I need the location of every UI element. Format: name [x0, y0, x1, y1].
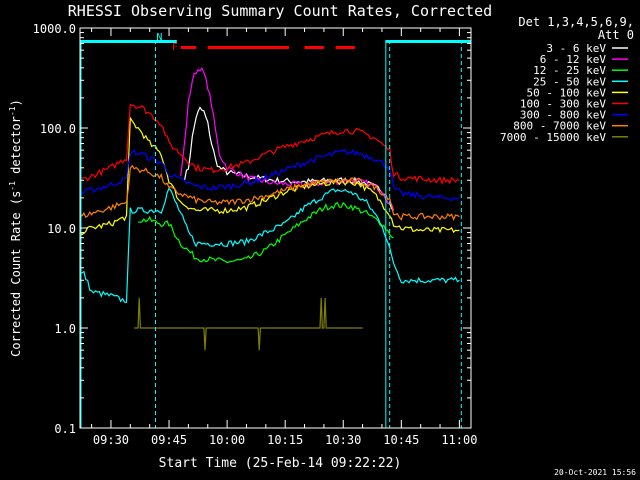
y-tick-label-4: 0.1: [54, 422, 76, 436]
series-line-7000-15000-kev: [134, 297, 363, 351]
plot-timestamp: 20-Oct-2021 15:56: [554, 468, 636, 477]
series-line-6-12-kev: [180, 67, 395, 211]
legend-header-detectors: Det 1,3,4,5,6,9,: [518, 15, 634, 29]
y-axis-label-end: ): [9, 99, 23, 106]
flags-layer: FN: [80, 32, 471, 428]
legend-label-7000-15000-kev: 7000 - 15000 keV: [500, 131, 606, 144]
legend-label-3-6-kev: 3 - 6 keV: [546, 42, 606, 55]
y-axis-label-mid: detector: [9, 116, 23, 181]
legend-label-25-50-kev: 25 - 50 keV: [533, 75, 606, 88]
y-axis-label-sup: -1: [8, 181, 17, 191]
series-line-100-300-kev: [79, 103, 460, 185]
series-layer: [79, 67, 460, 351]
legend-header-attenuator: Att 0: [598, 28, 634, 42]
night-bar-0: [80, 40, 177, 43]
x-tick-label-2: 10:00: [209, 433, 245, 447]
legend-label-300-800-kev: 300 - 800 keV: [520, 109, 606, 122]
series-line-3-6-kev: [183, 106, 395, 211]
flare-bar-0: [180, 46, 197, 49]
x-axis-label: Start Time (25-Feb-14 09:22:22): [159, 456, 402, 471]
legend-label-50-100-kev: 50 - 100 keV: [527, 86, 607, 99]
series-line-50-100-kev: [79, 116, 460, 236]
flare-bar-3: [335, 46, 355, 49]
series-line-12-25-kev: [137, 201, 394, 264]
x-tick-label-0: 09:30: [93, 433, 129, 447]
legend-label-100-300-kev: 100 - 300 keV: [520, 98, 606, 111]
chart-title: RHESSI Observing Summary Count Rates, Co…: [68, 2, 492, 20]
x-tick-label-5: 10:45: [383, 433, 419, 447]
x-axis-ticks: 09:30 09:45 10:00 10:15 10:30 10:45 11:00: [91, 28, 477, 447]
flare-bar-1: [207, 46, 290, 49]
x-tick-label-1: 09:45: [151, 433, 187, 447]
y-tick-label-3: 1.0: [54, 322, 76, 336]
series-line-300-800-kev: [79, 148, 460, 202]
x-tick-label-6: 11:00: [441, 433, 477, 447]
y-axis-label: Corrected Count Rate (s-1 detector-1): [8, 99, 23, 357]
y-tick-label-0: 1000.0: [33, 22, 76, 36]
y-axis-label-main: Corrected Count Rate (s: [9, 191, 23, 357]
flag-marker-n: N: [156, 32, 162, 43]
series-line-25-50-kev: [79, 187, 460, 304]
x-tick-label-4: 10:30: [325, 433, 361, 447]
flag-marker-f: F: [172, 42, 178, 53]
legend-label-6-12-kev: 6 - 12 keV: [540, 53, 607, 66]
legend-header: Det 1,3,4,5,6,9, Att 0: [518, 15, 634, 42]
y-axis-label-sup2: -1: [8, 106, 17, 116]
y-axis-ticks: 1000.0 100.0 10.0 1.0 0.1: [33, 22, 471, 436]
legend-label-12-25-kev: 12 - 25 keV: [533, 64, 606, 77]
series-line-800-7000-kev: [79, 164, 460, 221]
flare-bar-2: [304, 46, 324, 49]
x-tick-label-3: 10:15: [267, 433, 303, 447]
y-tick-label-2: 10.0: [47, 222, 76, 236]
legend-label-800-7000-kev: 800 - 7000 keV: [513, 120, 606, 133]
night-bar-1: [385, 40, 471, 43]
y-tick-label-1: 100.0: [40, 122, 76, 136]
